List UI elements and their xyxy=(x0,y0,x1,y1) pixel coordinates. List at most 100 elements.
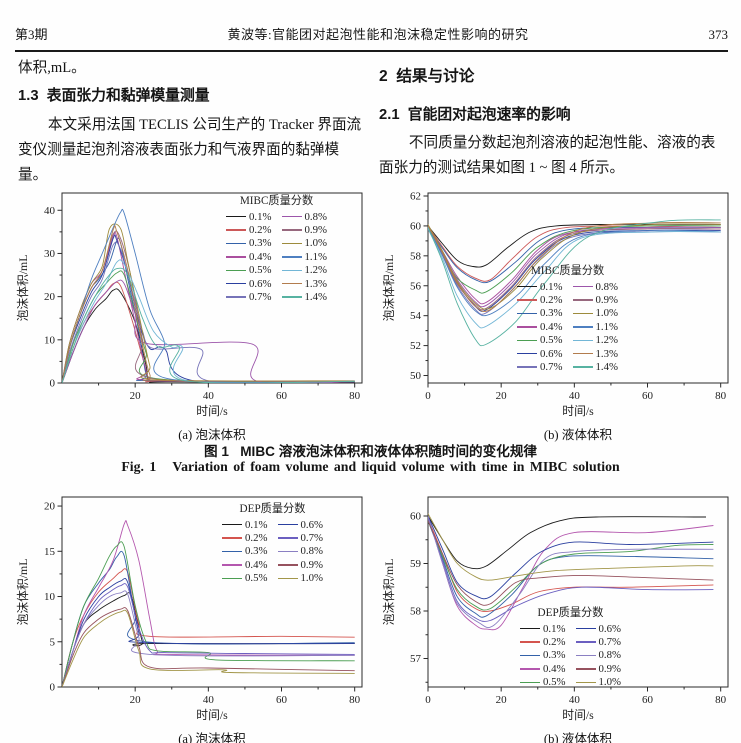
legend-item-0.1%: 0.1% xyxy=(517,280,563,293)
legend-label: 0.8% xyxy=(304,210,328,223)
legend-label: 1.3% xyxy=(595,347,619,360)
legend-item-1.1%: 1.1% xyxy=(572,320,618,333)
legend-swatch xyxy=(572,299,593,301)
x-tick-label: 20 xyxy=(130,390,142,402)
legend-label: 1.3% xyxy=(304,277,328,290)
y-tick-label: 50 xyxy=(410,370,422,382)
series-line-0.2% xyxy=(428,225,721,282)
chart-canvas-dep-foam-volume: 20 40 60 80 0 5 10 15 20 时间/s 泡沫体积/mL xyxy=(16,496,363,722)
legend-item-1.1%: 1.1% xyxy=(281,250,328,263)
legend-grid: 0.1% 0.2% 0.3% 0.4% 0.5% 0.6% 0.7% 0.8% 0.9% 1.0%… xyxy=(226,210,327,304)
legend-label: 0.7% xyxy=(598,636,622,649)
legend-label: 0.8% xyxy=(300,545,324,558)
series-line-1.1% xyxy=(428,227,721,317)
x-tick-label: 60 xyxy=(642,694,654,706)
legend-swatch xyxy=(572,286,593,288)
section-1-3-heading: 1.3 表面张力和黏弹模量测量 xyxy=(18,88,210,105)
x-tick-label: 60 xyxy=(276,390,288,402)
legend-item-0.4%: 0.4% xyxy=(222,558,268,571)
legend-label: 1.4% xyxy=(595,361,619,374)
section-2-1-heading: 2.1 官能团对起泡速率的影响 xyxy=(379,106,571,123)
legend-label: 1.0% xyxy=(595,307,619,320)
legend-item-0.6%: 0.6% xyxy=(575,622,621,635)
legend-item-1.0%: 1.0% xyxy=(575,676,621,689)
page-number: 373 xyxy=(708,27,728,42)
series-line-1.0% xyxy=(62,609,355,687)
legend-label: 1.2% xyxy=(595,334,619,347)
legend-swatch xyxy=(575,668,596,670)
series-line-0.2% xyxy=(62,568,355,687)
x-tick-label: 20 xyxy=(130,694,142,706)
left-column: 体积,mL。 1.3 表面张力和黏弹模量测量 本文采用法国 TECLIS 公司生… xyxy=(18,56,366,188)
legend-swatch xyxy=(226,229,246,231)
legend-swatch xyxy=(226,216,246,218)
legend-label: 0.8% xyxy=(598,649,622,662)
legend-swatch xyxy=(281,229,302,231)
x-tick-label: 40 xyxy=(569,390,581,402)
legend-item-0.3%: 0.3% xyxy=(520,649,566,662)
y-tick-label: 58 xyxy=(410,250,422,262)
legend-label: 0.6% xyxy=(249,277,272,290)
legend-label: 0.5% xyxy=(540,334,563,347)
legend-label: 0.1% xyxy=(249,210,272,223)
series-line-0.1% xyxy=(428,223,721,268)
legend-item-0.6%: 0.6% xyxy=(517,347,563,360)
legend-label: 0.4% xyxy=(249,250,272,263)
legend-item-0.1%: 0.1% xyxy=(226,210,272,223)
legend-swatch xyxy=(281,216,302,218)
y-tick-label: 57 xyxy=(410,653,422,665)
legend-swatch xyxy=(281,242,302,245)
legend-swatch xyxy=(277,564,298,566)
legend-label: 0.3% xyxy=(543,649,566,662)
y-tick-label: 20 xyxy=(44,291,56,303)
legend-item-1.0%: 1.0% xyxy=(281,237,327,250)
legend-label: 0.2% xyxy=(249,224,272,237)
legend-item-0.6%: 0.6% xyxy=(277,518,323,531)
x-axis-label: 时间/s xyxy=(196,404,228,418)
legend-swatch xyxy=(572,366,593,368)
legend-title: DEP质量分数 xyxy=(537,607,604,619)
legend-swatch xyxy=(517,286,537,288)
chart-canvas-mibc-foam-volume: 20 40 60 80 0 10 20 30 40 时间/s 泡沫体积/mL xyxy=(16,192,363,418)
legend-label: 0.6% xyxy=(540,347,563,360)
series-line-1.4% xyxy=(62,267,355,383)
chart-canvas-mibc-liquid-volume: 0 20 40 60 80 50 52 54 56 58 60 62 时间/s 泡沫体积/mL xyxy=(382,190,729,418)
legend-label: 0.8% xyxy=(595,280,619,293)
carryover-text: 体积,mL。 xyxy=(18,60,86,76)
legend-swatch xyxy=(222,550,242,553)
legend-item-0.7%: 0.7% xyxy=(226,290,272,303)
figure2-panel-a-caption: (a) 泡沫体积 xyxy=(178,732,246,743)
right-column: 2 结果与讨论 2.1 官能团对起泡速率的影响 不同质量分数起泡剂溶液的起泡性能… xyxy=(379,56,727,181)
legend-swatch xyxy=(517,339,537,341)
x-tick-label: 20 xyxy=(496,390,508,402)
plot-frame xyxy=(427,192,729,384)
chart-legend: DEP质量分数 0.1% 0.2% 0.3% 0.4% 0.5% 0.6% 0.7% 0.8% 0… xyxy=(520,604,621,689)
legend-swatch xyxy=(517,326,537,328)
legend-label: 0.2% xyxy=(540,294,563,307)
y-axis-label: 泡沫体积/mL xyxy=(382,255,396,322)
y-tick-label: 54 xyxy=(410,310,422,322)
legend-swatch xyxy=(520,628,540,630)
legend-item-0.4%: 0.4% xyxy=(520,662,566,675)
journal-issue: 第3期 xyxy=(15,27,48,42)
legend-swatch xyxy=(517,312,537,315)
legend-swatch xyxy=(520,668,540,670)
chart-legend: DEP质量分数 0.1% 0.2% 0.3% 0.4% 0.5% 0.6% 0.7% 0.8% 0… xyxy=(222,500,323,585)
legend-label: 0.9% xyxy=(598,662,622,675)
legend-swatch xyxy=(277,537,298,539)
x-tick-label: 40 xyxy=(569,694,581,706)
y-tick-label: 60 xyxy=(410,220,422,232)
plot-frame xyxy=(61,496,363,688)
y-tick-label: 10 xyxy=(44,591,56,603)
figure1-panel-a-caption: (a) 泡沫体积 xyxy=(178,428,246,442)
y-tick-label: 30 xyxy=(44,248,56,260)
legend-swatch xyxy=(572,339,593,341)
figure1-panel-b-caption: (b) 液体体积 xyxy=(543,428,613,442)
series-line-0.3% xyxy=(428,520,714,618)
figure1-liquid-volume-chart: 0 20 40 60 80 50 52 54 56 58 60 62 时间/s 泡沫体积/mL (b) 液… xyxy=(380,186,736,444)
legend-label: 1.1% xyxy=(304,250,328,263)
legend-item-0.8%: 0.8% xyxy=(281,210,328,223)
y-tick-label: 52 xyxy=(410,340,421,352)
legend-item-0.5%: 0.5% xyxy=(226,264,272,277)
figure1-foam-volume-chart: 20 40 60 80 0 10 20 30 40 时间/s 泡沫体积/mL (a) 泡沫体积 MI… xyxy=(14,186,370,444)
